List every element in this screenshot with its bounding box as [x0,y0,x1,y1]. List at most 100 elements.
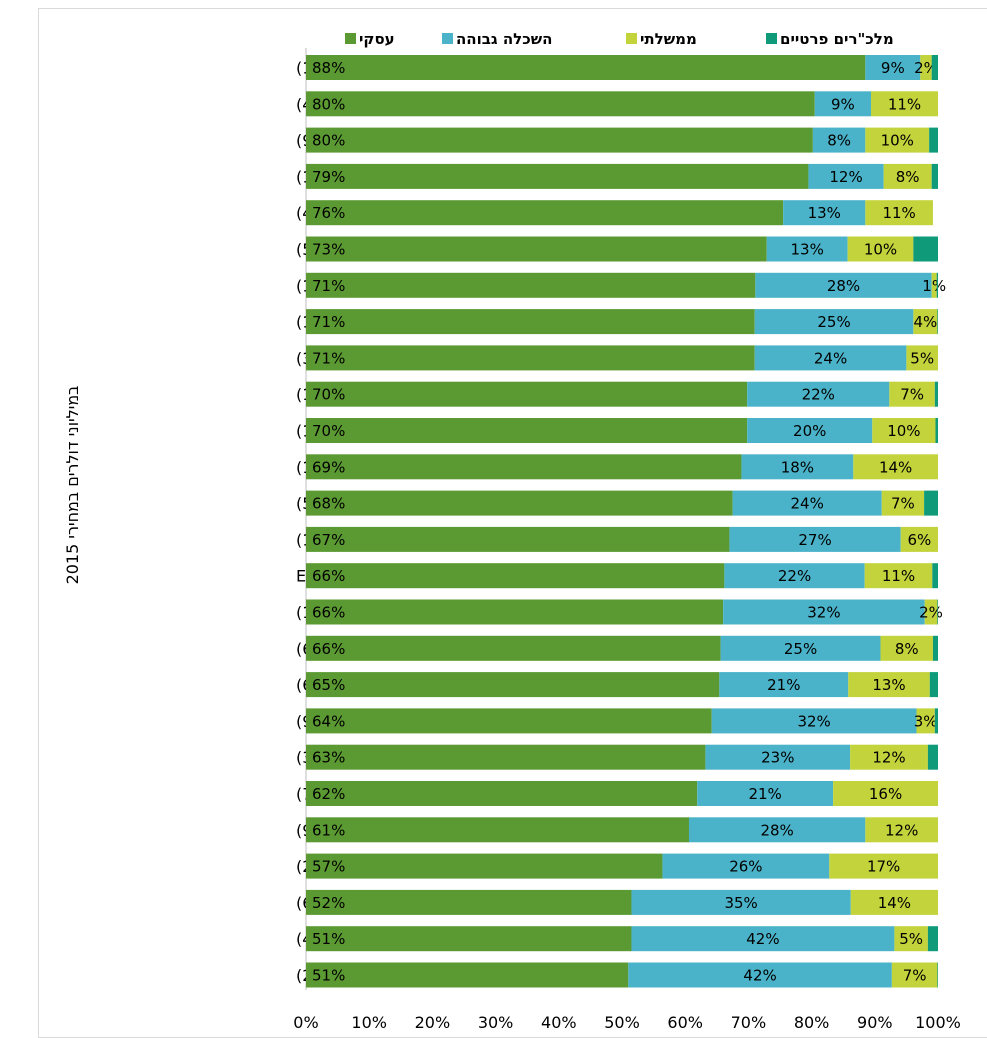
data-label: 67% [312,531,345,549]
bar-segment [913,236,938,262]
data-label: 26% [729,858,762,876]
data-label: 10% [887,422,920,440]
bar-segment [306,127,813,153]
bar-segment [865,55,921,80]
data-label: 14% [878,894,911,912]
data-label: 11% [882,204,915,222]
bar-segment [306,599,724,625]
bar-segment [688,817,866,843]
data-label: 57% [312,858,345,876]
data-label: 25% [817,313,850,331]
bar-segment [934,381,938,407]
data-label: 20% [793,422,826,440]
bar-segment [936,272,938,298]
bar-segment [662,853,830,879]
bar-segment [889,381,935,407]
data-label: 32% [807,604,840,622]
bar-segment [894,926,928,952]
bar-segment [929,672,938,698]
bar-segment [747,381,890,407]
bar-segment [705,744,851,770]
bar-segment [628,962,892,988]
bar-segment [631,926,895,952]
bar-segment [814,91,872,117]
bar-segment [934,708,938,734]
data-label: 23% [761,749,794,767]
bar-segment [306,708,712,734]
legend-label: עסקי [359,30,395,48]
bar-segment [847,236,914,262]
legend-label: מלכ"רים פרטיים [780,30,894,48]
bar-segment [711,708,917,734]
bar-segment [931,163,938,189]
x-tick-label: 30% [478,1013,514,1032]
data-label: 10% [864,241,897,259]
bar-segment [883,163,932,189]
x-tick-label: 90% [857,1013,893,1032]
x-tick-label: 70% [731,1013,767,1032]
bar-segment [306,345,755,371]
bar-segment [913,309,938,335]
bar-segment [864,563,933,589]
bar-segment [720,635,881,661]
bar-segment [865,200,933,226]
data-label: 42% [746,930,779,948]
data-label: 24% [791,495,824,513]
data-label: 12% [872,749,905,767]
data-label: 13% [872,676,905,694]
x-tick-label: 10% [351,1013,387,1032]
bar-segment [723,599,925,625]
data-label: 13% [808,204,841,222]
data-label: 25% [784,640,817,658]
data-label: 12% [829,168,862,186]
data-label: 70% [312,422,345,440]
bar-segment [631,889,851,915]
bar-segment [755,272,932,298]
data-label: 18% [781,458,814,476]
bar-segment [306,163,809,189]
data-label: 4% [913,313,937,331]
bar-segment [937,962,938,988]
x-tick-label: 50% [604,1013,640,1032]
data-label: 65% [312,676,345,694]
bar-segment [865,817,938,843]
data-label: 73% [312,241,345,259]
bar-segment [927,926,938,952]
legend-swatch [345,33,356,44]
data-label: 7% [903,967,927,985]
bar-segment [306,381,748,407]
bar-segment [881,490,925,516]
data-label: 6% [907,531,931,549]
bar-segment [306,236,767,262]
bar-segment [306,309,755,335]
bar-segment [697,781,834,806]
data-label: 66% [312,604,345,622]
legend-swatch [626,33,637,44]
data-label: 22% [778,567,811,585]
data-label: 5% [910,349,934,367]
legend-label: השכלה גבוהה [456,30,552,48]
bar-segment [729,526,901,552]
bar-segment [766,236,848,262]
data-label: 14% [879,458,912,476]
bar-segment [306,454,742,480]
data-label: 24% [814,349,847,367]
bar-segment [924,599,938,625]
bar-segment [935,418,938,443]
bar-segment [937,309,938,335]
data-label: 51% [312,967,345,985]
bar-segment [754,309,914,335]
data-label: 71% [312,313,345,331]
bar-segment [865,127,930,153]
bar-segment [306,490,733,516]
data-label: 28% [827,277,860,295]
data-label: 10% [881,132,914,150]
data-label: 11% [882,567,915,585]
bar-segment [306,418,748,443]
bar-segment [306,817,689,843]
bar-segment [812,127,866,153]
bar-segment [719,672,849,698]
bar-segment [724,563,865,589]
data-label: 16% [869,785,902,803]
